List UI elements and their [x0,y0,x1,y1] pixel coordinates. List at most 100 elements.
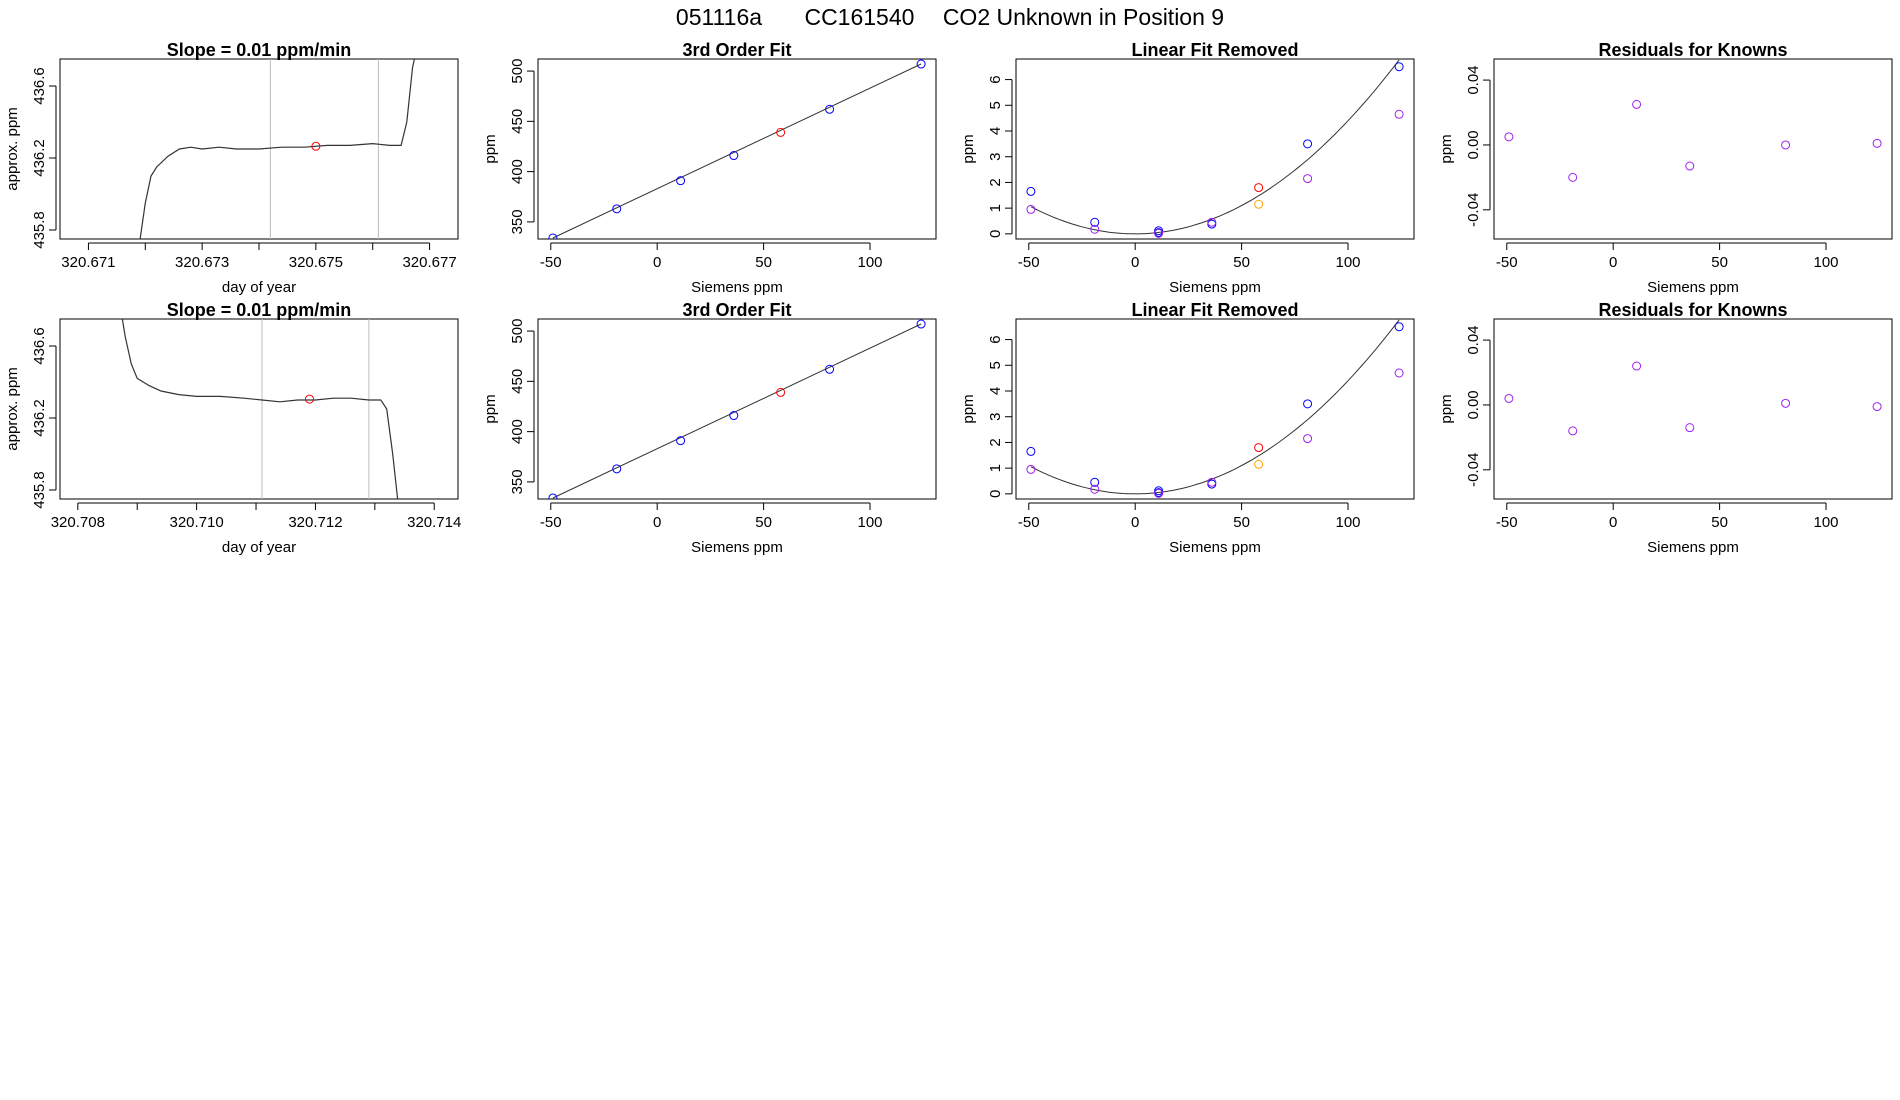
figure-title: 051116a CC161540 CO2 Unknown in Position… [676,4,1224,30]
y-tick-label: 6 [987,75,1004,83]
panel-title: Residuals for Knowns [1598,300,1787,320]
x-tick-label: 320.714 [407,514,461,531]
data-point-residual [1872,402,1882,412]
y-tick-label: 0.00 [1465,130,1482,159]
x-tick-label: 0 [1131,254,1139,271]
data-point-known [916,319,926,329]
panel-r1-linear: Linear Fit Removed Siemens ppm ppm -50 0 5… [960,40,1415,296]
panel-r1-fit: 3rd Order Fit Siemens ppm ppm -50 0 50 100 3… [482,40,937,296]
y-tick-label: 400 [509,159,526,184]
plot-frame [59,58,459,240]
data-point-residual [1504,132,1514,142]
y-tick-label: 0.04 [1465,325,1482,354]
plot-frame [59,318,459,500]
x-tick-label: 100 [1336,254,1361,271]
y-axis-label: ppm [1438,394,1455,423]
x-axis-label: day of year [222,279,296,296]
panel-r1-trace: Slope = 0.01 ppm/min day of year approx.… [4,40,459,296]
y-tick-label: 436.2 [31,139,48,177]
data-point-residual [1685,161,1695,171]
y-tick-label: 5 [987,101,1004,109]
plot-area [548,59,926,239]
data-point-unknown [1254,443,1264,453]
panel-title: Residuals for Knowns [1598,40,1787,60]
x-axis-label: day of year [222,539,296,556]
panel-title: Slope = 0.01 ppm/min [167,40,352,60]
data-point-unknown [311,141,321,151]
x-tick-label: 320.708 [51,514,105,531]
data-point-unknown [776,387,786,397]
y-tick-label: 2 [987,178,1004,186]
x-tick-label: -50 [1496,254,1518,271]
y-tick-label: 350 [509,209,526,234]
data-point-residual [1303,174,1313,184]
data-point-residual [1303,434,1313,444]
x-tick-label: -50 [540,514,562,531]
x-tick-label: 50 [1711,254,1728,271]
data-point-known [1394,62,1404,72]
plot-frame [537,58,937,240]
x-tick-label: -50 [1018,514,1040,531]
x-tick-label: 320.673 [175,254,229,271]
fit-curve [1030,319,1400,495]
data-point-known [612,204,622,214]
x-tick-label: 320.712 [288,514,342,531]
x-axis-label: Siemens ppm [1647,539,1739,556]
data-point-residual [1154,228,1164,238]
data-point-residual [1632,99,1642,109]
data-point-known [1026,186,1036,196]
x-tick-label: 320.710 [170,514,224,531]
plot-area [1026,319,1404,498]
panel-r2-fit: 3rd Order Fit Siemens ppm ppm -50 0 50 100 3… [482,300,937,556]
plot-area [548,319,926,499]
data-point-known [612,464,622,474]
x-tick-label: 50 [1711,514,1728,531]
y-tick-label: 435.8 [31,471,48,509]
plot-area [121,319,399,499]
y-tick-label: -0.04 [1465,193,1482,227]
data-point-residual [1090,224,1100,234]
x-tick-label: 0 [1131,514,1139,531]
data-point-known [729,151,739,161]
data-point-residual [1872,138,1882,148]
data-point-known [548,493,558,499]
data-point-residual [1207,217,1217,227]
y-axis-label: approx. ppm [4,107,21,190]
data-point-known [729,411,739,421]
y-tick-label: 1 [987,464,1004,472]
plot-frame [537,318,937,500]
plot-area [139,59,416,239]
panel-r1-resid: Residuals for Knowns Siemens ppm ppm -50… [1438,40,1893,296]
x-axis-label: Siemens ppm [1647,279,1739,296]
figure-title-cylinder: CC161540 [804,4,914,30]
x-axis-label: Siemens ppm [691,279,783,296]
data-point-known [825,364,835,374]
y-axis-label: ppm [960,394,977,423]
data-point-unknown [1254,183,1264,193]
x-axis-label: Siemens ppm [1169,279,1261,296]
data-point-known [1090,477,1100,487]
y-tick-label: 500 [509,59,526,84]
x-tick-label: 0 [653,254,661,271]
panel-r2-linear: Linear Fit Removed Siemens ppm ppm -50 0 5… [960,300,1415,556]
data-point-known [548,233,558,239]
y-tick-label: 436.6 [31,67,48,105]
y-tick-label: 6 [987,335,1004,343]
panel-title: 3rd Order Fit [682,40,791,60]
y-tick-label: 400 [509,419,526,444]
data-point-known [1207,479,1217,489]
data-point-unknown [776,127,786,137]
trace-line [139,59,416,239]
data-point-known [1090,217,1100,227]
x-tick-label: 50 [1233,254,1250,271]
y-tick-label: 0.00 [1465,390,1482,419]
panel-r2-resid: Residuals for Knowns Siemens ppm ppm -50… [1438,300,1893,556]
panel-r2-trace: Slope = 0.01 ppm/min day of year approx.… [4,300,461,556]
data-point-residual [1568,426,1578,436]
y-axis-label: ppm [482,134,499,163]
data-point-residual [1026,204,1036,214]
data-point-known [676,436,686,446]
data-point-residual [1781,140,1791,150]
y-tick-label: 0.04 [1465,65,1482,94]
